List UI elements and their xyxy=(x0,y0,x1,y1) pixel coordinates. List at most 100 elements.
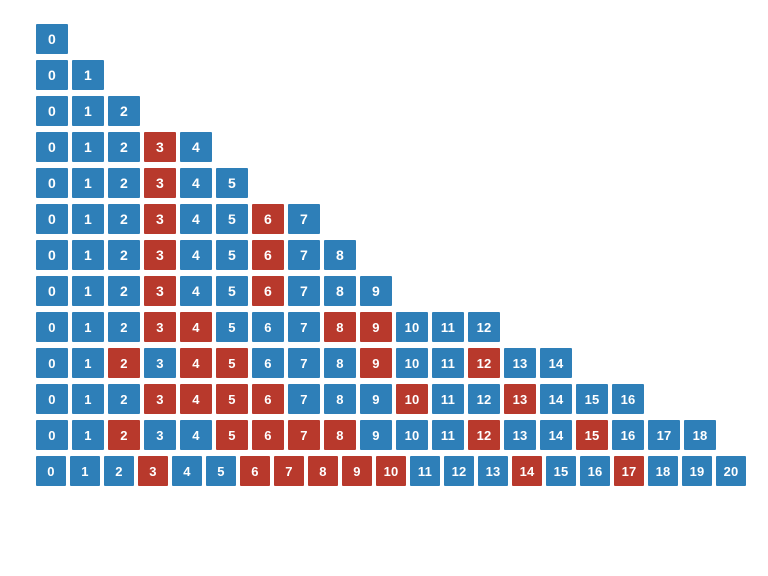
number-cell-marked[interactable]: 13 xyxy=(504,384,536,414)
number-cell-marked[interactable]: 7 xyxy=(288,420,320,450)
number-cell[interactable]: 0 xyxy=(36,96,68,126)
number-cell[interactable]: 18 xyxy=(648,456,678,486)
number-cell[interactable]: 0 xyxy=(36,348,68,378)
number-cell[interactable]: 4 xyxy=(172,456,202,486)
number-cell-marked[interactable]: 8 xyxy=(308,456,338,486)
number-cell[interactable]: 0 xyxy=(36,168,68,198)
number-cell[interactable]: 1 xyxy=(72,312,104,342)
number-cell[interactable]: 11 xyxy=(432,348,464,378)
number-cell-marked[interactable]: 3 xyxy=(144,240,176,270)
number-cell-marked[interactable]: 6 xyxy=(252,204,284,234)
number-cell[interactable]: 11 xyxy=(432,312,464,342)
number-cell[interactable]: 0 xyxy=(36,24,68,54)
number-cell-marked[interactable]: 17 xyxy=(614,456,644,486)
number-cell[interactable]: 18 xyxy=(684,420,716,450)
number-cell[interactable]: 1 xyxy=(72,384,104,414)
number-cell[interactable]: 0 xyxy=(36,132,68,162)
number-cell[interactable]: 7 xyxy=(288,384,320,414)
number-cell[interactable]: 13 xyxy=(504,348,536,378)
number-cell[interactable]: 5 xyxy=(216,276,248,306)
number-cell[interactable]: 4 xyxy=(180,420,212,450)
number-cell[interactable]: 0 xyxy=(36,276,68,306)
number-cell[interactable]: 10 xyxy=(396,420,428,450)
number-cell[interactable]: 4 xyxy=(180,240,212,270)
number-cell-marked[interactable]: 6 xyxy=(252,384,284,414)
number-cell[interactable]: 7 xyxy=(288,240,320,270)
number-cell[interactable]: 4 xyxy=(180,168,212,198)
number-cell[interactable]: 1 xyxy=(72,240,104,270)
number-cell-marked[interactable]: 9 xyxy=(342,456,372,486)
number-cell[interactable]: 17 xyxy=(648,420,680,450)
number-cell-marked[interactable]: 12 xyxy=(468,420,500,450)
number-cell[interactable]: 5 xyxy=(216,204,248,234)
number-cell[interactable]: 0 xyxy=(36,420,68,450)
number-cell[interactable]: 12 xyxy=(468,384,500,414)
number-cell[interactable]: 14 xyxy=(540,348,572,378)
number-cell[interactable]: 6 xyxy=(252,348,284,378)
number-cell[interactable]: 3 xyxy=(144,420,176,450)
number-cell-marked[interactable]: 9 xyxy=(360,312,392,342)
number-cell-marked[interactable]: 3 xyxy=(144,384,176,414)
number-cell[interactable]: 14 xyxy=(540,420,572,450)
number-cell[interactable]: 7 xyxy=(288,312,320,342)
number-cell[interactable]: 7 xyxy=(288,276,320,306)
number-cell-marked[interactable]: 2 xyxy=(108,348,140,378)
number-cell[interactable]: 13 xyxy=(478,456,508,486)
number-cell-marked[interactable]: 3 xyxy=(144,276,176,306)
number-cell-marked[interactable]: 5 xyxy=(216,420,248,450)
number-cell[interactable]: 9 xyxy=(360,420,392,450)
number-cell[interactable]: 4 xyxy=(180,204,212,234)
number-cell[interactable]: 2 xyxy=(108,204,140,234)
number-cell-marked[interactable]: 7 xyxy=(274,456,304,486)
number-cell[interactable]: 1 xyxy=(72,348,104,378)
number-cell[interactable]: 5 xyxy=(216,168,248,198)
number-cell[interactable]: 5 xyxy=(216,312,248,342)
number-cell[interactable]: 2 xyxy=(108,132,140,162)
number-cell[interactable]: 3 xyxy=(144,348,176,378)
number-cell[interactable]: 1 xyxy=(72,60,104,90)
number-cell[interactable]: 1 xyxy=(72,204,104,234)
number-cell-marked[interactable]: 4 xyxy=(180,384,212,414)
number-cell[interactable]: 0 xyxy=(36,384,68,414)
number-cell-marked[interactable]: 14 xyxy=(512,456,542,486)
number-cell[interactable]: 5 xyxy=(206,456,236,486)
number-cell[interactable]: 2 xyxy=(104,456,134,486)
number-cell[interactable]: 15 xyxy=(546,456,576,486)
number-cell-marked[interactable]: 3 xyxy=(144,168,176,198)
number-cell[interactable]: 1 xyxy=(70,456,100,486)
number-cell[interactable]: 12 xyxy=(468,312,500,342)
number-cell-marked[interactable]: 3 xyxy=(144,204,176,234)
number-cell[interactable]: 2 xyxy=(108,240,140,270)
number-cell[interactable]: 13 xyxy=(504,420,536,450)
number-cell-marked[interactable]: 2 xyxy=(108,420,140,450)
number-cell[interactable]: 4 xyxy=(180,276,212,306)
number-cell[interactable]: 0 xyxy=(36,60,68,90)
number-cell[interactable]: 7 xyxy=(288,348,320,378)
number-cell[interactable]: 6 xyxy=(252,312,284,342)
number-cell[interactable]: 1 xyxy=(72,276,104,306)
number-cell-marked[interactable]: 4 xyxy=(180,348,212,378)
number-cell-marked[interactable]: 6 xyxy=(252,240,284,270)
number-cell[interactable]: 8 xyxy=(324,276,356,306)
number-cell[interactable]: 19 xyxy=(682,456,712,486)
number-cell-marked[interactable]: 3 xyxy=(138,456,168,486)
number-cell-marked[interactable]: 4 xyxy=(180,312,212,342)
number-cell-marked[interactable]: 6 xyxy=(252,276,284,306)
number-cell[interactable]: 0 xyxy=(36,456,66,486)
number-cell-marked[interactable]: 8 xyxy=(324,420,356,450)
number-cell[interactable]: 1 xyxy=(72,420,104,450)
number-cell[interactable]: 9 xyxy=(360,276,392,306)
number-cell[interactable]: 5 xyxy=(216,240,248,270)
number-cell[interactable]: 7 xyxy=(288,204,320,234)
number-cell[interactable]: 10 xyxy=(396,312,428,342)
number-cell[interactable]: 15 xyxy=(576,384,608,414)
number-cell-marked[interactable]: 12 xyxy=(468,348,500,378)
number-cell[interactable]: 10 xyxy=(396,348,428,378)
number-cell[interactable]: 12 xyxy=(444,456,474,486)
number-cell-marked[interactable]: 3 xyxy=(144,312,176,342)
number-cell-marked[interactable]: 5 xyxy=(216,384,248,414)
number-cell[interactable]: 8 xyxy=(324,348,356,378)
number-cell[interactable]: 1 xyxy=(72,168,104,198)
number-cell[interactable]: 16 xyxy=(612,420,644,450)
number-cell[interactable]: 2 xyxy=(108,168,140,198)
